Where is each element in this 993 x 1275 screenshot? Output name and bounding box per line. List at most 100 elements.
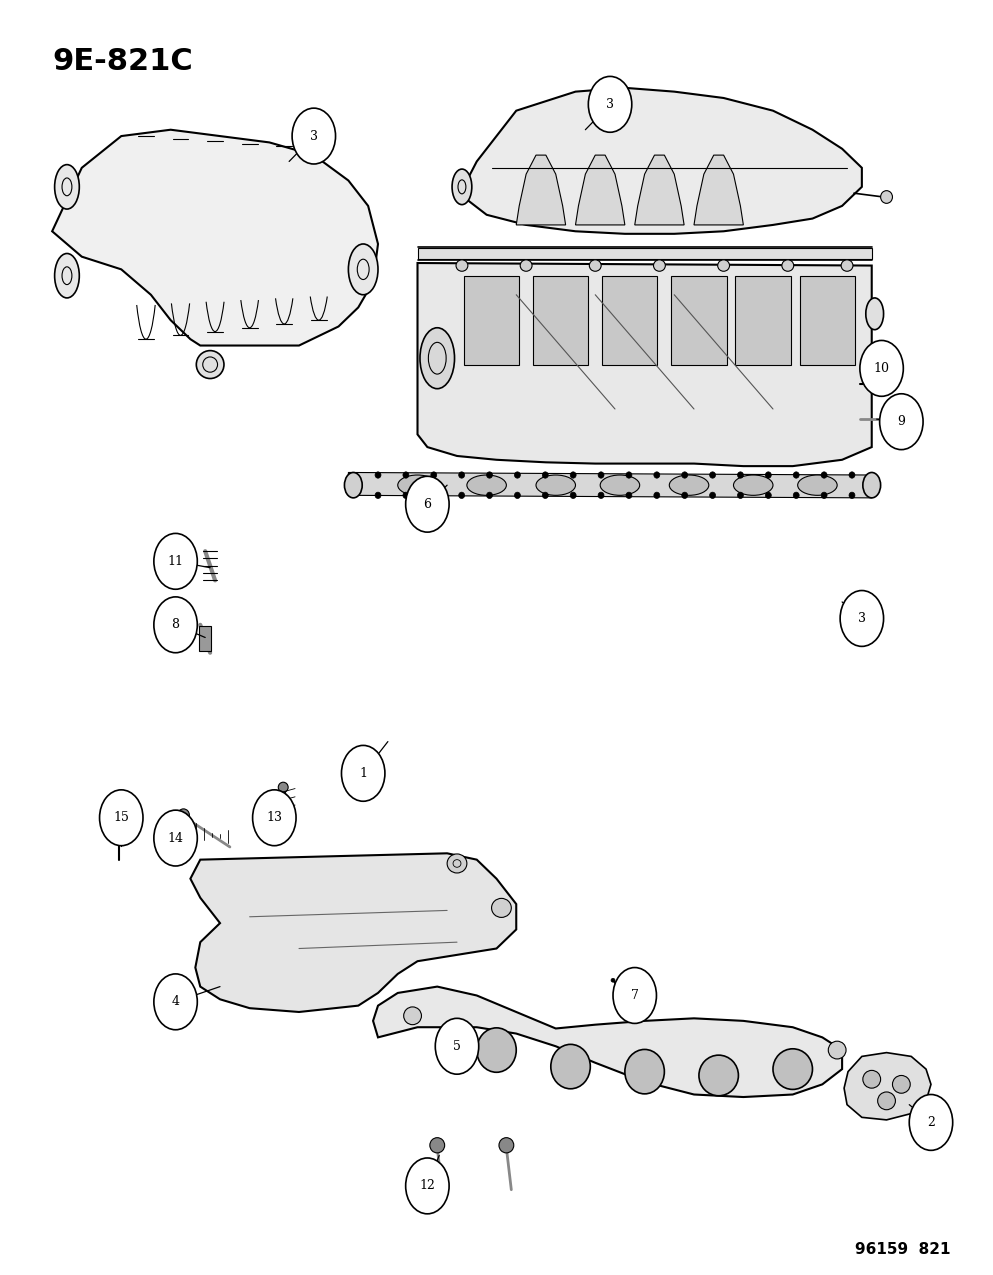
Ellipse shape	[498, 1137, 513, 1153]
Ellipse shape	[55, 254, 79, 298]
Polygon shape	[516, 156, 566, 224]
Ellipse shape	[863, 473, 881, 497]
Ellipse shape	[773, 1049, 812, 1089]
Ellipse shape	[536, 476, 576, 495]
Ellipse shape	[551, 1044, 590, 1089]
Ellipse shape	[570, 472, 576, 478]
Ellipse shape	[682, 492, 688, 499]
Circle shape	[252, 789, 296, 845]
Text: 6: 6	[423, 497, 431, 511]
Circle shape	[292, 108, 336, 164]
Ellipse shape	[626, 492, 632, 499]
Ellipse shape	[866, 298, 884, 330]
Polygon shape	[417, 247, 872, 259]
Text: 3: 3	[858, 612, 866, 625]
Ellipse shape	[653, 472, 659, 478]
Circle shape	[154, 533, 198, 589]
FancyBboxPatch shape	[200, 626, 212, 652]
Ellipse shape	[447, 854, 467, 873]
Text: 1: 1	[359, 766, 367, 780]
Ellipse shape	[542, 472, 548, 478]
Polygon shape	[635, 156, 684, 224]
Circle shape	[910, 1094, 952, 1150]
Ellipse shape	[878, 1091, 896, 1109]
Ellipse shape	[766, 492, 772, 499]
Ellipse shape	[542, 492, 548, 499]
Text: 7: 7	[631, 989, 638, 1002]
Circle shape	[588, 76, 632, 133]
Ellipse shape	[598, 492, 604, 499]
Ellipse shape	[345, 473, 362, 497]
Ellipse shape	[766, 472, 772, 478]
Polygon shape	[191, 853, 516, 1012]
Ellipse shape	[514, 472, 520, 478]
Polygon shape	[533, 275, 588, 365]
Ellipse shape	[459, 492, 465, 499]
Ellipse shape	[629, 996, 633, 1000]
Polygon shape	[602, 275, 657, 365]
Ellipse shape	[849, 492, 855, 499]
Ellipse shape	[404, 1007, 421, 1025]
Polygon shape	[671, 275, 727, 365]
Ellipse shape	[375, 492, 381, 499]
Text: 96159  821: 96159 821	[855, 1242, 950, 1257]
Circle shape	[880, 394, 923, 450]
Ellipse shape	[893, 1075, 911, 1093]
Text: 4: 4	[172, 996, 180, 1009]
Ellipse shape	[456, 260, 468, 272]
Text: 14: 14	[168, 831, 184, 844]
Ellipse shape	[520, 260, 532, 272]
Ellipse shape	[882, 376, 892, 391]
Ellipse shape	[477, 1028, 516, 1072]
Circle shape	[406, 1158, 449, 1214]
Ellipse shape	[710, 472, 716, 478]
Ellipse shape	[349, 244, 378, 295]
Text: 5: 5	[453, 1039, 461, 1053]
Text: 10: 10	[874, 362, 890, 375]
Polygon shape	[844, 1053, 931, 1119]
Ellipse shape	[797, 476, 837, 495]
Text: 15: 15	[113, 811, 129, 824]
Ellipse shape	[881, 191, 893, 203]
Text: 8: 8	[172, 618, 180, 631]
Ellipse shape	[589, 260, 601, 272]
Text: 3: 3	[310, 130, 318, 143]
Circle shape	[613, 968, 656, 1024]
Ellipse shape	[403, 472, 409, 478]
Circle shape	[860, 340, 904, 397]
Ellipse shape	[718, 260, 730, 272]
Ellipse shape	[626, 472, 632, 478]
Text: 12: 12	[419, 1179, 435, 1192]
Ellipse shape	[430, 1137, 445, 1153]
Circle shape	[154, 810, 198, 866]
Ellipse shape	[841, 260, 853, 272]
Circle shape	[154, 597, 198, 653]
Ellipse shape	[487, 472, 493, 478]
Circle shape	[99, 789, 143, 845]
Polygon shape	[53, 130, 378, 346]
Ellipse shape	[669, 476, 709, 495]
Ellipse shape	[793, 492, 799, 499]
Circle shape	[840, 590, 884, 646]
Polygon shape	[694, 156, 744, 224]
Ellipse shape	[625, 1049, 664, 1094]
Ellipse shape	[821, 492, 827, 499]
Circle shape	[154, 974, 198, 1030]
Ellipse shape	[197, 351, 224, 379]
Ellipse shape	[492, 899, 511, 918]
Ellipse shape	[828, 1042, 846, 1060]
Ellipse shape	[738, 472, 744, 478]
Ellipse shape	[653, 260, 665, 272]
Ellipse shape	[710, 492, 716, 499]
Ellipse shape	[849, 472, 855, 478]
Ellipse shape	[514, 492, 520, 499]
Text: 2: 2	[927, 1116, 935, 1128]
Ellipse shape	[889, 411, 901, 428]
Ellipse shape	[600, 476, 639, 495]
Ellipse shape	[398, 476, 437, 495]
Polygon shape	[576, 156, 625, 224]
Ellipse shape	[635, 1001, 638, 1005]
Text: 11: 11	[168, 555, 184, 567]
Ellipse shape	[866, 348, 884, 380]
Ellipse shape	[420, 328, 455, 389]
